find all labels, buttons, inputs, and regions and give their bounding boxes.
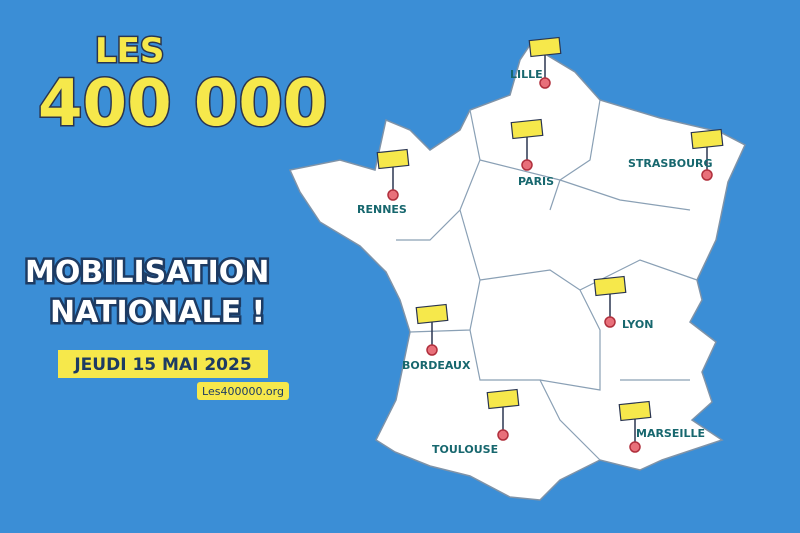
title-line-2: 400 000 bbox=[38, 67, 327, 141]
sign bbox=[510, 118, 544, 140]
pin bbox=[521, 159, 533, 171]
city-label: LYON bbox=[622, 318, 653, 331]
sign bbox=[528, 36, 562, 58]
city-label: STRASBOURG bbox=[628, 157, 713, 170]
headline-line-1: MOBILISATION bbox=[25, 255, 269, 290]
sign bbox=[486, 388, 520, 410]
sign bbox=[618, 400, 652, 422]
headline-line-2: NATIONALE ! bbox=[50, 295, 265, 330]
pin bbox=[539, 77, 551, 89]
website[interactable]: Les400000.org bbox=[202, 385, 284, 398]
sign bbox=[690, 128, 724, 150]
pin bbox=[426, 344, 438, 356]
city-label: MARSEILLE bbox=[636, 427, 705, 440]
sign bbox=[415, 303, 449, 325]
city-label: LILLE bbox=[510, 68, 543, 81]
city-label: TOULOUSE bbox=[432, 443, 498, 456]
city-label: BORDEAUX bbox=[402, 359, 471, 372]
date: JEUDI 15 MAI 2025 bbox=[73, 355, 251, 375]
city-markers: LILLE PARIS STRASBOURG RENNES BORDEAUX LYON TO… bbox=[357, 36, 724, 456]
region-borders bbox=[396, 99, 698, 461]
pin bbox=[604, 316, 616, 328]
pin bbox=[701, 169, 713, 181]
pin bbox=[629, 441, 641, 453]
sign bbox=[593, 275, 627, 297]
sign bbox=[376, 148, 410, 170]
title-line-1: LES bbox=[95, 31, 164, 71]
city-label: PARIS bbox=[518, 175, 554, 188]
pin bbox=[497, 429, 509, 441]
date-banner bbox=[58, 350, 268, 378]
city-label: RENNES bbox=[357, 203, 407, 216]
website-badge bbox=[197, 382, 289, 400]
pin bbox=[387, 189, 399, 201]
